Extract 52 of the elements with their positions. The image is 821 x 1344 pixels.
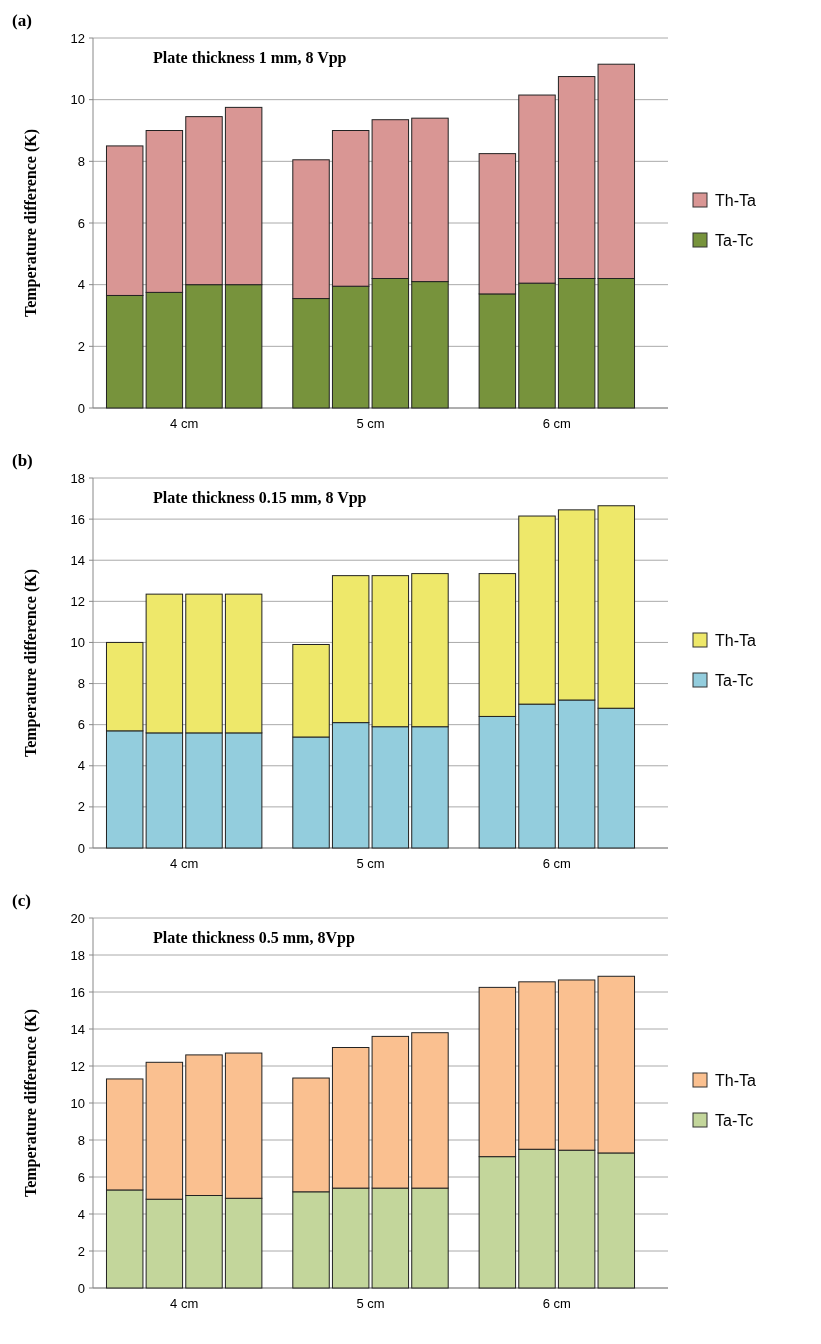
y-tick-label: 18 (70, 470, 85, 486)
y-tick-label: 14 (70, 552, 85, 568)
text: 6 cm (542, 1296, 571, 1311)
y-tick-label: 20 (70, 910, 85, 926)
y-axis-title: Temperature difference (K) (22, 128, 40, 318)
legend-label: Th-Ta (715, 631, 756, 649)
y-tick-label: 0 (77, 840, 85, 856)
text: 5 cm (356, 416, 385, 431)
y-tick-label: 0 (77, 400, 85, 416)
y-tick-label: 6 (77, 717, 85, 733)
y-tick-label: 16 (70, 511, 85, 527)
text: 6 cm (542, 416, 571, 431)
y-tick-label: 12 (70, 30, 85, 46)
y-tick-label: 8 (77, 153, 85, 169)
text: 4 cm (170, 1296, 199, 1311)
text: 4 cm (170, 856, 199, 871)
text: 5 cm (356, 1296, 385, 1311)
y-tick-label: 2 (77, 799, 85, 815)
text: (c) (12, 891, 31, 910)
text: 4 cm (170, 416, 199, 431)
y-tick-label: 4 (77, 758, 85, 774)
y-tick-label: 10 (70, 92, 85, 108)
y-tick-label: 16 (70, 984, 85, 1000)
y-tick-label: 4 (77, 1206, 85, 1222)
text: 6 cm (542, 856, 571, 871)
legend-label: Ta-Tc (715, 671, 754, 689)
y-tick-label: 10 (70, 634, 85, 650)
text: Plate thickness 1 mm, 8 Vpp (153, 49, 347, 67)
text: 5 cm (356, 856, 385, 871)
y-axis-title: Temperature difference (K) (22, 1008, 40, 1198)
y-tick-label: 10 (70, 1095, 85, 1111)
y-tick-label: 8 (77, 1132, 85, 1148)
y-tick-label: 0 (77, 1280, 85, 1296)
legend-label: Ta-Tc (715, 231, 754, 249)
y-axis-title: Temperature difference (K) (22, 568, 40, 758)
y-tick-label: 14 (70, 1021, 85, 1037)
legend-label: Ta-Tc (715, 1111, 754, 1129)
text: Plate thickness 0.5 mm, 8Vpp (153, 929, 355, 947)
legend-label: Th-Ta (715, 191, 756, 209)
y-tick-label: 8 (77, 676, 85, 692)
text: (a) (12, 11, 32, 30)
y-tick-label: 6 (77, 1169, 85, 1185)
text: Plate thickness 0.15 mm, 8 Vpp (153, 489, 367, 507)
y-tick-label: 18 (70, 947, 85, 963)
y-tick-label: 6 (77, 215, 85, 231)
y-tick-label: 2 (77, 338, 85, 354)
y-tick-label: 4 (77, 277, 85, 293)
y-tick-label: 2 (77, 1243, 85, 1259)
legend-label: Th-Ta (715, 1071, 756, 1089)
y-tick-label: 12 (70, 1058, 85, 1074)
y-tick-label: 12 (70, 593, 85, 609)
text: (b) (12, 451, 33, 470)
